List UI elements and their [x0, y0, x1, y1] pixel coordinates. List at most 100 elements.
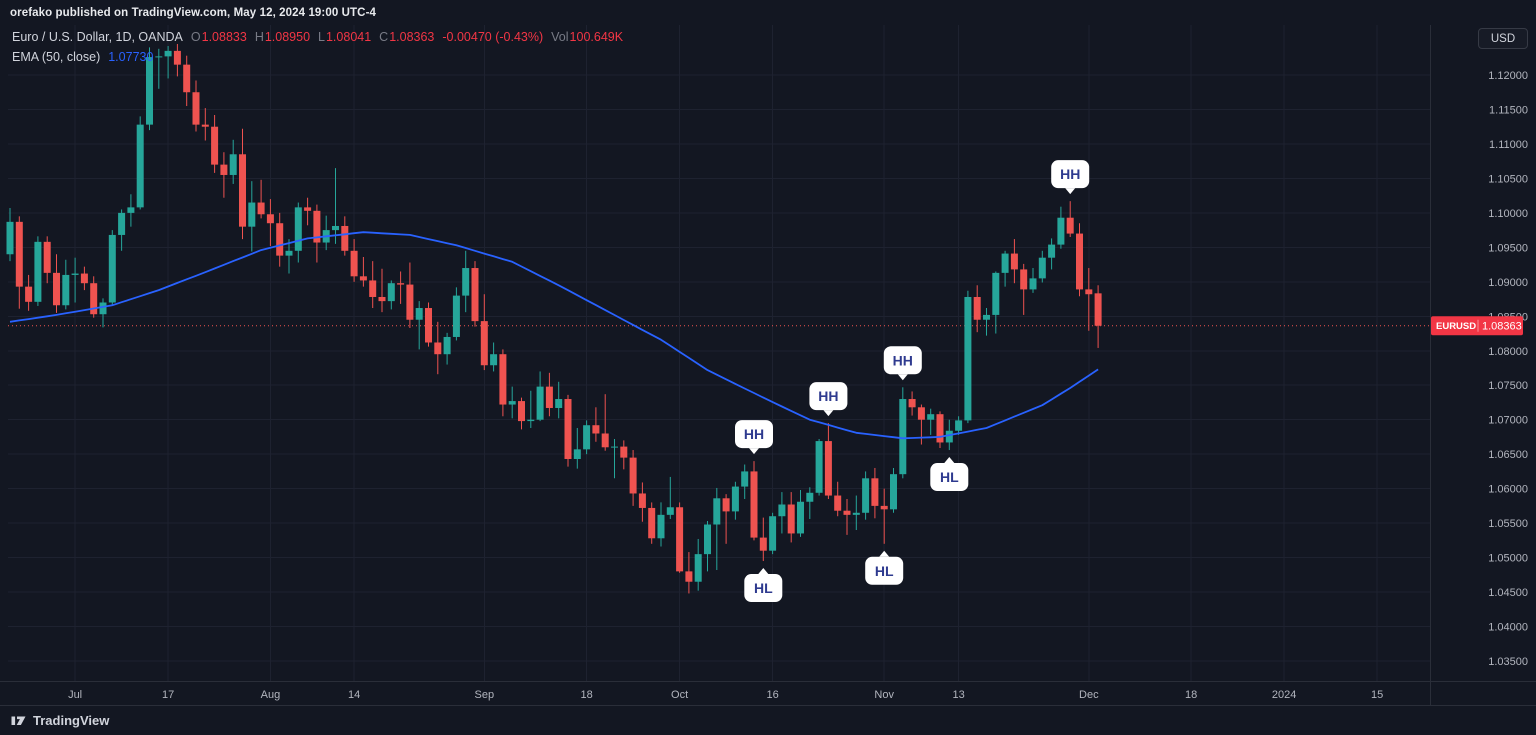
price-tick-label: 1.09500	[1488, 242, 1528, 254]
swing-label: HH	[883, 346, 922, 381]
candle-body	[676, 507, 684, 572]
ohlc-high: H 1.08950	[255, 30, 310, 44]
candle-body	[955, 420, 963, 431]
price-tick-label: 1.07500	[1488, 380, 1528, 392]
time-tick-label: Oct	[671, 689, 688, 701]
close-value: 1.08363	[389, 30, 435, 44]
svg-text:HH: HH	[818, 388, 838, 404]
ema-line	[9, 231, 1099, 440]
time-tick-label: 2024	[1272, 689, 1296, 701]
price-tick-label: 1.11000	[1489, 139, 1528, 151]
tradingview-logo-icon[interactable]	[10, 712, 27, 729]
candle-body	[1001, 253, 1009, 273]
candle-body	[945, 430, 953, 443]
candle-body	[480, 321, 488, 366]
candle-body	[666, 507, 674, 515]
candle-body	[99, 302, 107, 315]
candle-body	[53, 272, 60, 306]
symbol-legend-row: Euro / U.S. Dollar, 1D, OANDA O 1.08833 …	[12, 30, 623, 44]
time-tick-label: 13	[952, 689, 964, 701]
price-tick-label: 1.07000	[1488, 415, 1528, 427]
candle-body	[694, 554, 702, 582]
attribution-bar: orefako published on TradingView.com, Ma…	[0, 0, 1536, 25]
candle-body	[899, 399, 907, 475]
tradingview-wordmark[interactable]: TradingView	[33, 713, 110, 728]
ema-indicator-value: 1.07730	[108, 50, 154, 64]
swing-labels: HH HL HH HL HH HL HH	[735, 160, 1090, 603]
badge-price: 1.08363	[1482, 321, 1522, 333]
svg-text:HL: HL	[940, 469, 959, 485]
price-scale[interactable]: 1.12000 1.11500 1.11000 1.10500 1.10000 1.095…	[1431, 70, 1528, 668]
candle-body	[657, 514, 665, 539]
volume-label: Vol	[551, 30, 569, 44]
price-tick-label: 1.08000	[1488, 346, 1528, 358]
candle-body	[620, 446, 628, 458]
svg-text:HH: HH	[893, 352, 913, 368]
candle-body	[573, 449, 581, 460]
candle-body	[369, 280, 377, 297]
svg-text:HL: HL	[875, 563, 894, 579]
ohlc-low: L 1.08041	[318, 30, 371, 44]
time-scale[interactable]: Jul 17 Aug 14 Sep 18 Oct 16 Nov 13 Dec 18 2024 15	[68, 689, 1383, 701]
candle-body	[118, 212, 126, 235]
badge-symbol: EURUSD	[1436, 321, 1476, 332]
price-tick-label: 1.06000	[1488, 484, 1528, 496]
candle-body	[722, 498, 730, 512]
candle-body	[1085, 289, 1093, 295]
candle-body	[471, 268, 479, 322]
candle-body	[183, 64, 191, 93]
price-axis-badge: EURUSD 1.08363	[1431, 316, 1523, 336]
candle-body	[397, 283, 405, 285]
high-value: 1.08950	[264, 30, 311, 44]
candles-series	[6, 43, 1102, 594]
candle-body	[890, 474, 897, 510]
candle-body	[1029, 278, 1037, 290]
candle-body	[555, 399, 563, 408]
low-value: 1.08041	[325, 30, 372, 44]
candle-body	[229, 154, 237, 175]
candle-body	[917, 407, 925, 420]
swing-label: HH	[809, 382, 848, 417]
candle-body	[173, 50, 181, 65]
candle-body	[71, 273, 79, 275]
candle-body	[843, 510, 851, 515]
candle-body	[527, 419, 535, 422]
candle-body	[685, 571, 693, 582]
candle-body	[871, 478, 879, 506]
candle-body	[769, 516, 777, 551]
candle-body	[359, 276, 367, 281]
candle-body	[164, 50, 172, 57]
change-value: -0.00470 (-0.43%)	[442, 30, 544, 44]
time-tick-label: Sep	[475, 689, 495, 701]
candle-body	[211, 126, 219, 165]
price-tick-label: 1.04000	[1488, 622, 1528, 634]
currency-toggle-button[interactable]: USD	[1478, 28, 1528, 49]
candle-body	[136, 124, 144, 208]
candle-body	[704, 524, 711, 555]
candle-body	[313, 210, 321, 243]
price-tick-label: 1.10500	[1488, 173, 1528, 185]
candle-body	[1057, 217, 1065, 245]
candle-body	[983, 314, 990, 320]
time-tick-label: 17	[162, 689, 174, 701]
candle-body	[713, 498, 721, 525]
swing-label: HL	[930, 457, 969, 492]
price-tick-label: 1.05500	[1488, 518, 1528, 530]
candle-body	[462, 268, 470, 296]
candle-body	[452, 295, 460, 337]
candle-body	[239, 154, 246, 227]
symbol-title[interactable]: Euro / U.S. Dollar, 1D, OANDA	[12, 30, 183, 44]
candle-body	[15, 221, 23, 287]
time-tick-label: Jul	[68, 689, 82, 701]
time-tick-label: 15	[1371, 689, 1383, 701]
ema-indicator-label[interactable]: EMA (50, close)	[12, 50, 101, 64]
candle-body	[518, 401, 525, 422]
candle-body	[778, 504, 786, 517]
candle-body	[406, 284, 414, 320]
candle-body	[1076, 233, 1083, 290]
swing-label: HL	[865, 550, 904, 585]
candle-body	[248, 202, 256, 227]
candle-body	[434, 342, 442, 355]
